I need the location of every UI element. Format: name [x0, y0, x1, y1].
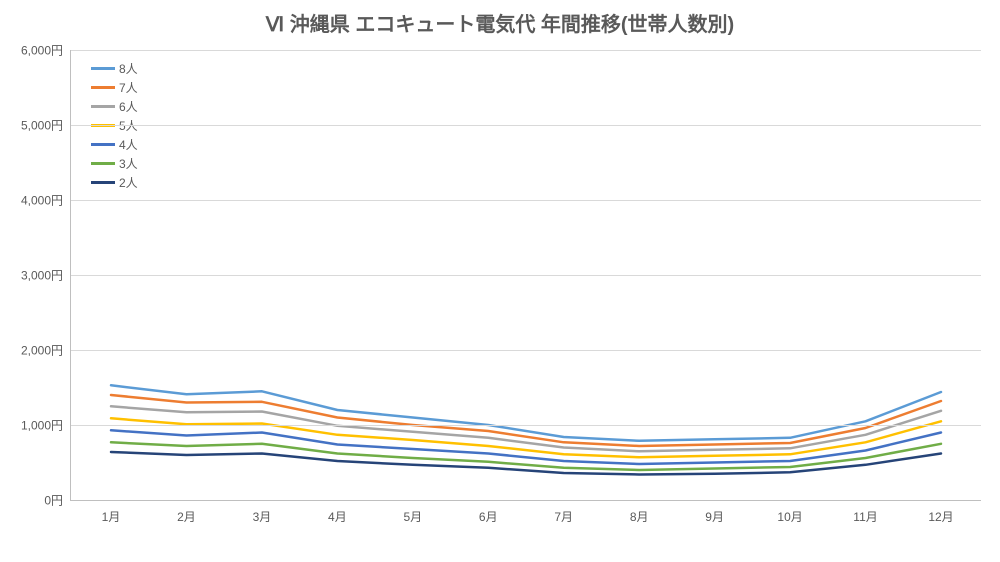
legend-item: 3人	[91, 155, 138, 172]
y-axis-label: 6,000円	[21, 42, 63, 59]
legend-swatch	[91, 162, 115, 165]
legend-item: 7人	[91, 79, 138, 96]
legend-item: 4人	[91, 136, 138, 153]
x-axis-label: 2月	[177, 508, 196, 525]
x-axis-label: 11月	[853, 508, 877, 525]
legend-swatch	[91, 181, 115, 184]
legend-label: 7人	[119, 79, 138, 96]
y-axis-label: 2,000円	[21, 342, 63, 359]
legend-label: 2人	[119, 174, 138, 191]
legend: 8人7人6人5人4人3人2人	[91, 60, 138, 193]
legend-label: 4人	[119, 136, 138, 153]
series-line	[111, 395, 941, 446]
y-axis-label: 3,000円	[21, 267, 63, 284]
x-axis-label: 8月	[630, 508, 649, 525]
gridline	[71, 425, 981, 426]
gridline	[71, 200, 981, 201]
chart-title: Ⅵ 沖縄県 エコキュート電気代 年間推移(世帯人数別)	[0, 0, 1000, 37]
legend-item: 6人	[91, 98, 138, 115]
x-axis-label: 9月	[705, 508, 724, 525]
x-axis-label: 1月	[102, 508, 121, 525]
x-axis-label: 7月	[554, 508, 573, 525]
legend-label: 3人	[119, 155, 138, 172]
x-axis-label: 10月	[777, 508, 802, 525]
x-axis-label: 4月	[328, 508, 347, 525]
series-line	[111, 430, 941, 464]
legend-swatch	[91, 86, 115, 89]
legend-label: 8人	[119, 60, 138, 77]
gridline	[71, 350, 981, 351]
legend-swatch	[91, 105, 115, 108]
x-axis-label: 3月	[253, 508, 272, 525]
legend-label: 6人	[119, 98, 138, 115]
plot-area: 8人7人6人5人4人3人2人 0円1,000円2,000円3,000円4,000…	[70, 50, 981, 501]
x-axis-label: 12月	[928, 508, 953, 525]
legend-swatch	[91, 143, 115, 146]
gridline	[71, 125, 981, 126]
legend-item: 8人	[91, 60, 138, 77]
legend-swatch	[91, 67, 115, 70]
gridline	[71, 275, 981, 276]
y-axis-label: 5,000円	[21, 117, 63, 134]
x-axis-label: 5月	[403, 508, 422, 525]
gridline	[71, 50, 981, 51]
y-axis-label: 4,000円	[21, 192, 63, 209]
legend-item: 2人	[91, 174, 138, 191]
x-axis-label: 6月	[479, 508, 498, 525]
y-axis-label: 0円	[44, 492, 63, 509]
chart-container: Ⅵ 沖縄県 エコキュート電気代 年間推移(世帯人数別) 8人7人6人5人4人3人…	[0, 0, 1000, 562]
y-axis-label: 1,000円	[21, 417, 63, 434]
